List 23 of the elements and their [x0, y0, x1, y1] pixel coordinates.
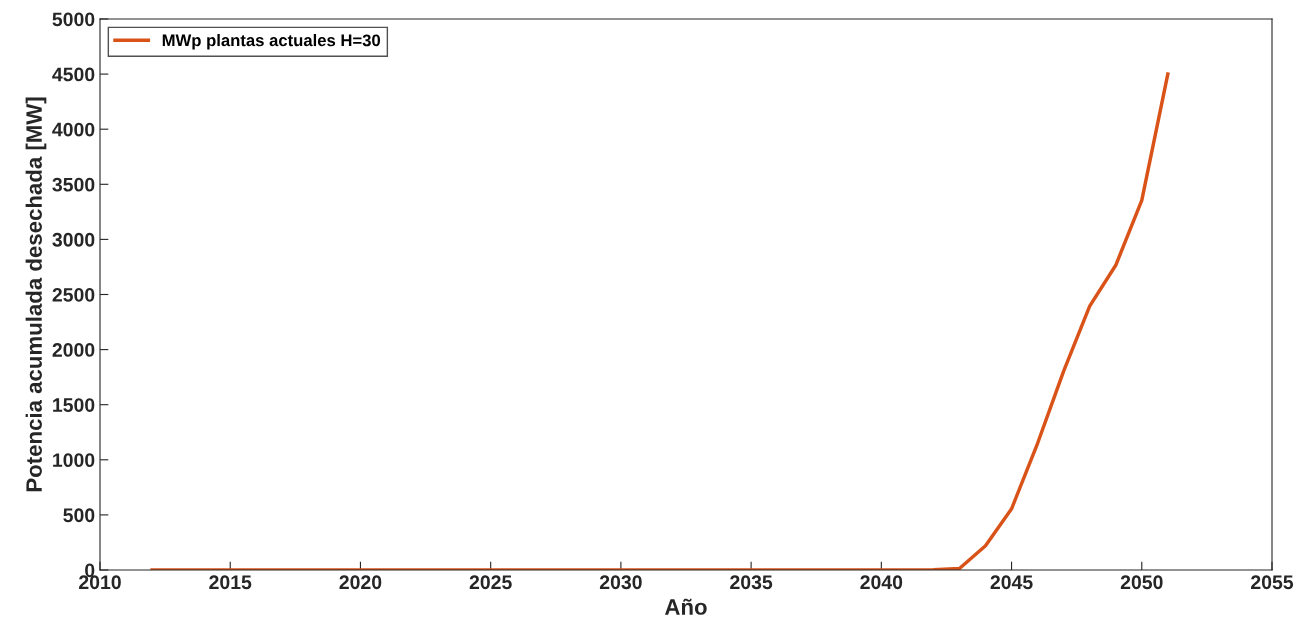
x-tick-label: 2025 [469, 575, 512, 590]
x-tick-label: 2055 [1251, 575, 1294, 590]
y-tick-label: 3000 [52, 232, 95, 247]
y-tick-label: 1000 [53, 453, 95, 468]
x-axis-title: Año [664, 598, 707, 615]
y-tick-label: 1500 [53, 398, 95, 412]
x-tick-label: 2050 [1120, 575, 1163, 590]
y-tick-label: 5000 [52, 12, 95, 27]
y-tick-label: 500 [63, 508, 95, 523]
legend-label: MWp plantas actuales H=30 [162, 34, 381, 50]
y-tick-label: 4000 [52, 122, 95, 137]
x-tick-label: 2015 [209, 575, 252, 590]
y-tick-label: 4500 [52, 67, 95, 82]
x-tick-label: 2035 [730, 575, 773, 590]
x-tick-label: 2040 [860, 575, 903, 590]
y-axis-title: Potencia acumulada desechada [MW] [25, 97, 47, 492]
y-tick-label: 2000 [52, 343, 95, 357]
y-tick-label: 2500 [52, 287, 95, 302]
x-tick-label: 2020 [339, 575, 382, 590]
y-tick-label: 3500 [52, 177, 95, 192]
line-series [150, 72, 1170, 570]
x-tick-label: 2045 [990, 575, 1033, 590]
x-tick-label: 2030 [599, 575, 642, 590]
